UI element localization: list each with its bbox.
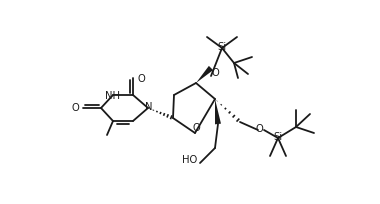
Polygon shape [215, 99, 221, 124]
Text: O: O [255, 124, 263, 134]
Text: HO: HO [182, 155, 198, 165]
Text: O: O [211, 68, 219, 78]
Polygon shape [196, 66, 213, 83]
Text: O: O [71, 103, 79, 113]
Text: O: O [137, 74, 145, 84]
Text: NH: NH [105, 91, 119, 101]
Text: Si: Si [217, 42, 226, 52]
Text: Si: Si [274, 132, 283, 142]
Text: N: N [145, 102, 153, 112]
Text: O: O [192, 123, 200, 133]
